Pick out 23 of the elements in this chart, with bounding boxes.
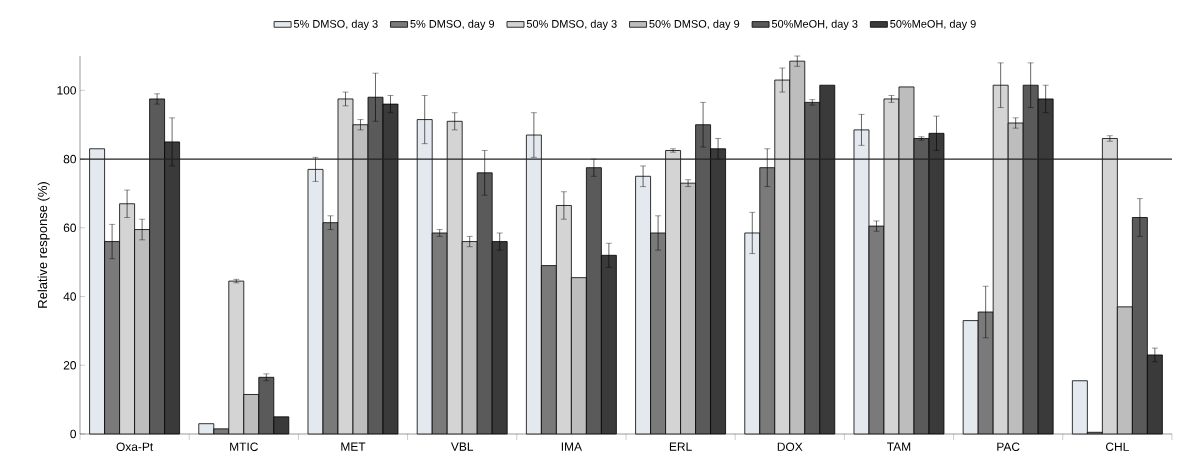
x-tick-label: VBL — [450, 442, 474, 451]
x-tick-label: TAM — [887, 442, 911, 451]
y-tick-label: 60 — [63, 223, 77, 233]
x-tick-label: IMA — [561, 442, 582, 451]
y-axis-title: Relative response (%) — [37, 182, 50, 308]
x-tick-label: DOX — [777, 442, 803, 451]
x-tick-label: CHL — [1106, 442, 1129, 451]
x-tick-label: PAC — [997, 442, 1020, 451]
y-tick-label: 20 — [63, 361, 77, 370]
x-tick-label: ERL — [669, 442, 692, 451]
y-tick-label: 80 — [63, 154, 77, 164]
legend-label: 50% DMSO, day 3 — [526, 19, 617, 30]
legend-label: 5% DMSO, day 9 — [410, 19, 495, 30]
x-tick-label: MET — [341, 442, 366, 451]
legend-label: 50% DMSO, day 9 — [649, 19, 740, 30]
legend-label: 5% DMSO, day 3 — [293, 19, 378, 30]
y-tick-label: 100 — [57, 86, 77, 95]
legend-label: 50%MeOH, day 3 — [771, 19, 858, 30]
y-tick-label: 40 — [63, 292, 77, 301]
x-tick-label: Oxa-Pt — [116, 442, 154, 451]
x-tick-label: MTIC — [230, 442, 258, 451]
legend-label: 50%MeOH, day 9 — [890, 19, 976, 30]
y-tick-label: 0 — [70, 429, 77, 439]
